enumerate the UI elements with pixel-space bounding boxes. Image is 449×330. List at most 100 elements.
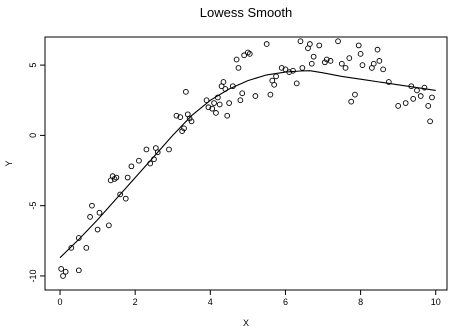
x-tick-label: 4 <box>208 297 213 307</box>
data-point <box>417 93 424 99</box>
data-point <box>310 53 317 60</box>
data-point <box>181 125 187 132</box>
data-point <box>188 118 195 125</box>
data-point <box>124 174 131 181</box>
data-point <box>143 146 150 153</box>
data-point <box>147 160 154 167</box>
x-tick-label: 0 <box>58 297 63 307</box>
data-point <box>216 101 223 108</box>
data-point <box>338 60 345 67</box>
data-point <box>429 94 435 101</box>
data-point <box>62 268 69 275</box>
data-point <box>83 244 90 251</box>
data-point <box>241 52 247 59</box>
data-point <box>297 38 304 45</box>
data-point <box>307 41 313 47</box>
data-point <box>308 60 315 67</box>
data-point <box>60 273 66 279</box>
data-point <box>186 115 193 122</box>
data-point <box>355 42 362 49</box>
x-axis: 0 2 4 6 8 10 <box>58 290 441 307</box>
plot-frame <box>44 36 448 291</box>
x-tick-label: 8 <box>358 297 363 307</box>
data-point <box>427 118 433 125</box>
data-point <box>335 38 341 45</box>
data-point <box>278 65 285 71</box>
data-point <box>252 93 259 99</box>
scatter-points <box>58 38 435 279</box>
data-point <box>410 95 417 102</box>
x-axis-label: X <box>243 318 249 328</box>
y-axis-label: Y <box>4 160 14 166</box>
data-point <box>203 97 210 104</box>
data-point <box>179 128 185 135</box>
data-point <box>106 222 112 229</box>
data-point <box>357 51 364 57</box>
data-point <box>96 209 103 216</box>
data-point <box>177 114 184 120</box>
data-point <box>136 157 142 164</box>
data-point <box>205 104 212 111</box>
data-point <box>75 267 82 274</box>
data-point <box>109 173 116 180</box>
data-point <box>425 103 432 109</box>
data-point <box>213 110 219 116</box>
data-point <box>342 65 349 71</box>
data-point <box>239 90 246 97</box>
data-point <box>224 112 231 119</box>
data-point <box>348 98 355 105</box>
data-point <box>376 58 383 64</box>
data-point <box>316 42 323 49</box>
data-point <box>166 146 172 153</box>
data-point <box>290 67 296 74</box>
chart-title: Lowess Smooth <box>200 5 293 20</box>
data-point <box>128 163 135 170</box>
data-point <box>271 81 278 88</box>
x-tick-label: 6 <box>283 297 288 307</box>
data-point <box>327 58 334 64</box>
data-point <box>273 73 279 80</box>
y-tick-label: 0 <box>28 133 38 138</box>
data-point <box>89 202 95 209</box>
data-point <box>395 103 402 109</box>
data-point <box>359 62 366 68</box>
y-tick-label: -10 <box>28 269 38 282</box>
data-point <box>380 66 386 73</box>
data-point <box>299 65 306 71</box>
lowess-smooth-line <box>59 70 436 259</box>
data-point <box>58 266 65 272</box>
data-point <box>122 195 129 202</box>
data-point <box>322 59 328 66</box>
data-point <box>233 56 240 63</box>
data-point <box>323 56 330 63</box>
x-tick-label: 10 <box>431 297 441 307</box>
data-point <box>68 244 75 251</box>
data-point <box>402 100 409 106</box>
data-point <box>117 191 123 198</box>
data-point <box>352 91 358 98</box>
x-tick-label: 2 <box>133 297 138 307</box>
data-point <box>263 41 270 47</box>
data-point <box>87 214 93 220</box>
data-point <box>374 46 381 53</box>
data-point <box>293 80 300 87</box>
y-axis: -10 -5 0 5 <box>28 63 45 282</box>
data-point <box>370 60 377 67</box>
data-point <box>237 97 244 104</box>
data-point <box>235 65 242 71</box>
y-tick-label: -5 <box>28 202 38 210</box>
data-point <box>421 84 428 91</box>
data-point <box>151 156 157 163</box>
data-point <box>414 87 420 94</box>
data-point <box>385 79 392 85</box>
data-point <box>113 174 120 181</box>
data-point <box>267 91 274 98</box>
data-point <box>183 88 189 95</box>
data-point <box>220 79 227 85</box>
data-point <box>211 100 217 106</box>
data-point <box>94 226 101 233</box>
data-point <box>75 235 82 241</box>
data-point <box>154 149 161 156</box>
data-point <box>346 55 353 61</box>
